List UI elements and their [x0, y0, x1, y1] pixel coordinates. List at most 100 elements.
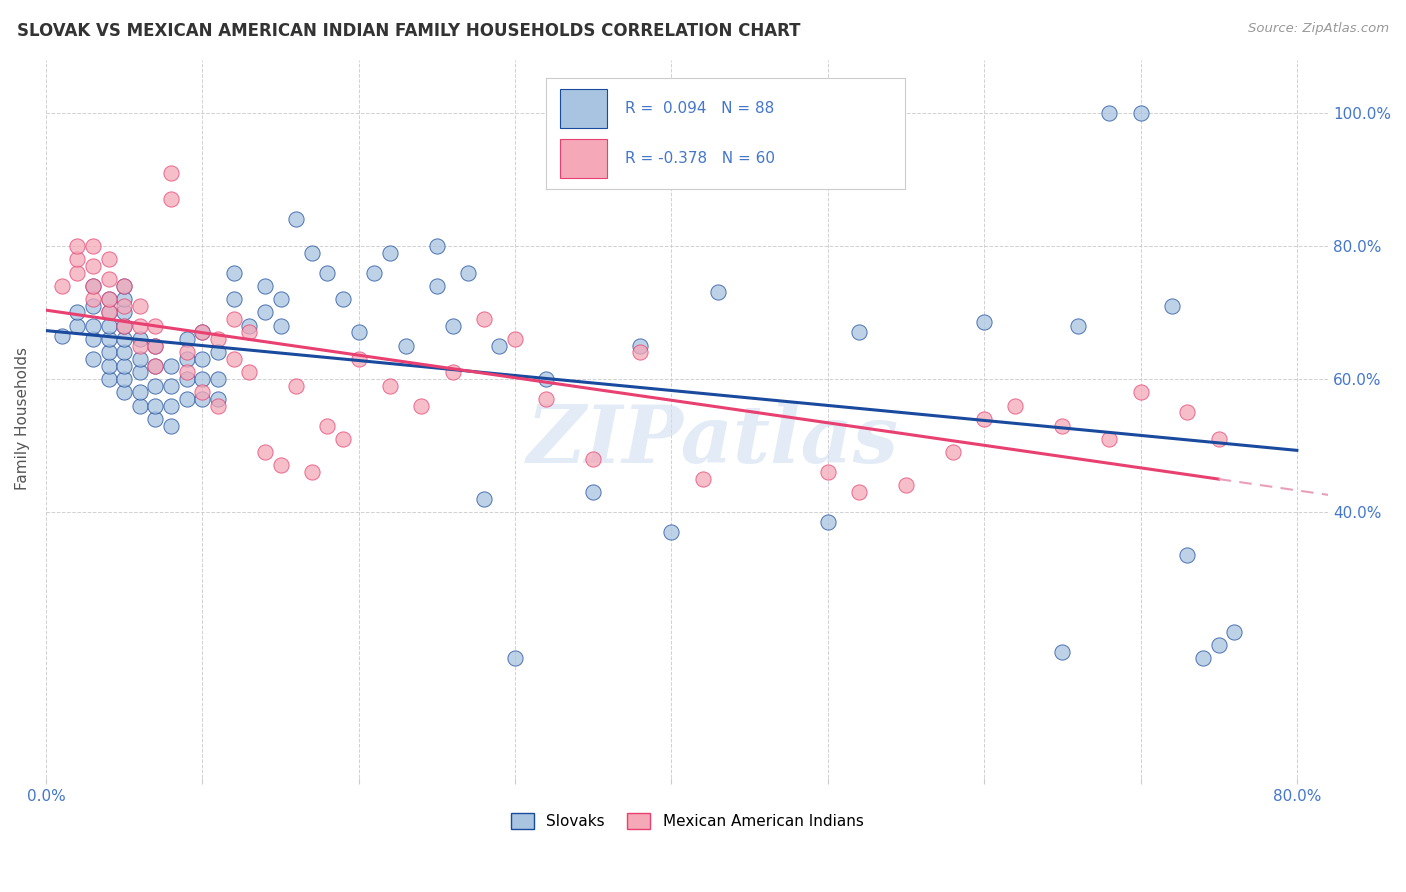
- Point: [160, 399, 183, 413]
- Point: [66, 266, 89, 280]
- Point: [661, 524, 683, 539]
- Point: [145, 399, 167, 413]
- Point: [51, 328, 73, 343]
- Point: [112, 332, 135, 346]
- Point: [82, 351, 104, 366]
- Point: [97, 292, 120, 306]
- Point: [536, 392, 558, 406]
- Point: [82, 299, 104, 313]
- Point: [1004, 399, 1026, 413]
- Point: [207, 372, 229, 386]
- Point: [628, 345, 651, 359]
- Point: [1098, 105, 1121, 120]
- Point: [848, 326, 870, 340]
- Point: [112, 292, 135, 306]
- Point: [128, 365, 150, 379]
- Legend: Slovaks, Mexican American Indians: Slovaks, Mexican American Indians: [505, 807, 869, 835]
- Point: [238, 318, 260, 333]
- Point: [1208, 638, 1230, 652]
- Point: [145, 359, 167, 373]
- Point: [97, 332, 120, 346]
- Point: [66, 318, 89, 333]
- Point: [112, 385, 135, 400]
- Point: [66, 239, 89, 253]
- Point: [301, 465, 323, 479]
- Point: [253, 278, 276, 293]
- Point: [82, 278, 104, 293]
- Point: [707, 285, 730, 300]
- Point: [128, 299, 150, 313]
- Point: [112, 278, 135, 293]
- Point: [347, 326, 370, 340]
- Point: [378, 245, 401, 260]
- Point: [363, 266, 385, 280]
- Point: [176, 392, 198, 406]
- Point: [145, 412, 167, 426]
- Point: [176, 345, 198, 359]
- Point: [316, 266, 339, 280]
- Point: [332, 432, 354, 446]
- Point: [160, 418, 183, 433]
- Point: [128, 318, 150, 333]
- Point: [112, 305, 135, 319]
- Point: [82, 278, 104, 293]
- Point: [112, 359, 135, 373]
- Point: [207, 392, 229, 406]
- Point: [128, 339, 150, 353]
- Point: [112, 299, 135, 313]
- Point: [97, 292, 120, 306]
- Point: [160, 378, 183, 392]
- Point: [426, 239, 449, 253]
- Point: [97, 372, 120, 386]
- Point: [1067, 318, 1090, 333]
- Point: [112, 318, 135, 333]
- Point: [97, 305, 120, 319]
- Point: [145, 339, 167, 353]
- Point: [301, 245, 323, 260]
- Point: [112, 318, 135, 333]
- Point: [1052, 645, 1074, 659]
- Point: [472, 491, 495, 506]
- Point: [97, 272, 120, 286]
- Text: ZIPatlas: ZIPatlas: [527, 401, 898, 479]
- Point: [1177, 405, 1199, 419]
- Point: [394, 339, 416, 353]
- Point: [145, 339, 167, 353]
- Point: [332, 292, 354, 306]
- Point: [817, 515, 839, 529]
- Point: [82, 239, 104, 253]
- Point: [97, 305, 120, 319]
- Point: [253, 445, 276, 459]
- Point: [285, 378, 308, 392]
- Point: [66, 252, 89, 267]
- Point: [1192, 651, 1215, 665]
- Point: [441, 365, 464, 379]
- Point: [1098, 432, 1121, 446]
- Point: [82, 332, 104, 346]
- Point: [160, 359, 183, 373]
- Point: [191, 326, 214, 340]
- Point: [238, 365, 260, 379]
- Point: [238, 326, 260, 340]
- Point: [848, 485, 870, 500]
- Point: [97, 359, 120, 373]
- Point: [82, 259, 104, 273]
- Point: [472, 312, 495, 326]
- Point: [582, 451, 605, 466]
- Point: [316, 418, 339, 433]
- Point: [145, 318, 167, 333]
- Point: [894, 478, 917, 492]
- Point: [82, 292, 104, 306]
- Point: [347, 351, 370, 366]
- Point: [253, 305, 276, 319]
- Point: [128, 332, 150, 346]
- Point: [97, 318, 120, 333]
- Point: [1160, 299, 1182, 313]
- Point: [191, 372, 214, 386]
- Point: [973, 315, 995, 329]
- Point: [222, 266, 245, 280]
- Point: [817, 465, 839, 479]
- Point: [1129, 105, 1152, 120]
- Point: [207, 332, 229, 346]
- Point: [582, 485, 605, 500]
